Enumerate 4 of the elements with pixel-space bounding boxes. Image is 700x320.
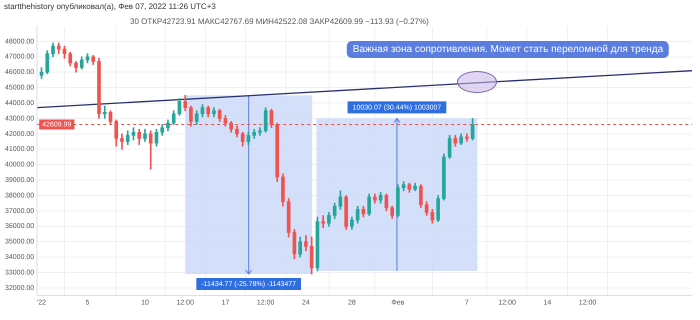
annotation: Важная зона сопротивления. Может стать переломной для тренда bbox=[346, 41, 670, 58]
chart-title: startthehistory опубликовал(а), Фев 07, 2022 11:26 UTC+3 bbox=[4, 2, 216, 11]
chart-subtitle: 30 ОТКР42723.91 МАКС42767.69 МИН42522.08 ЗАКР42609.99 −113.93 (−0.27%) bbox=[130, 17, 429, 26]
candlestick bbox=[120, 134, 124, 150]
